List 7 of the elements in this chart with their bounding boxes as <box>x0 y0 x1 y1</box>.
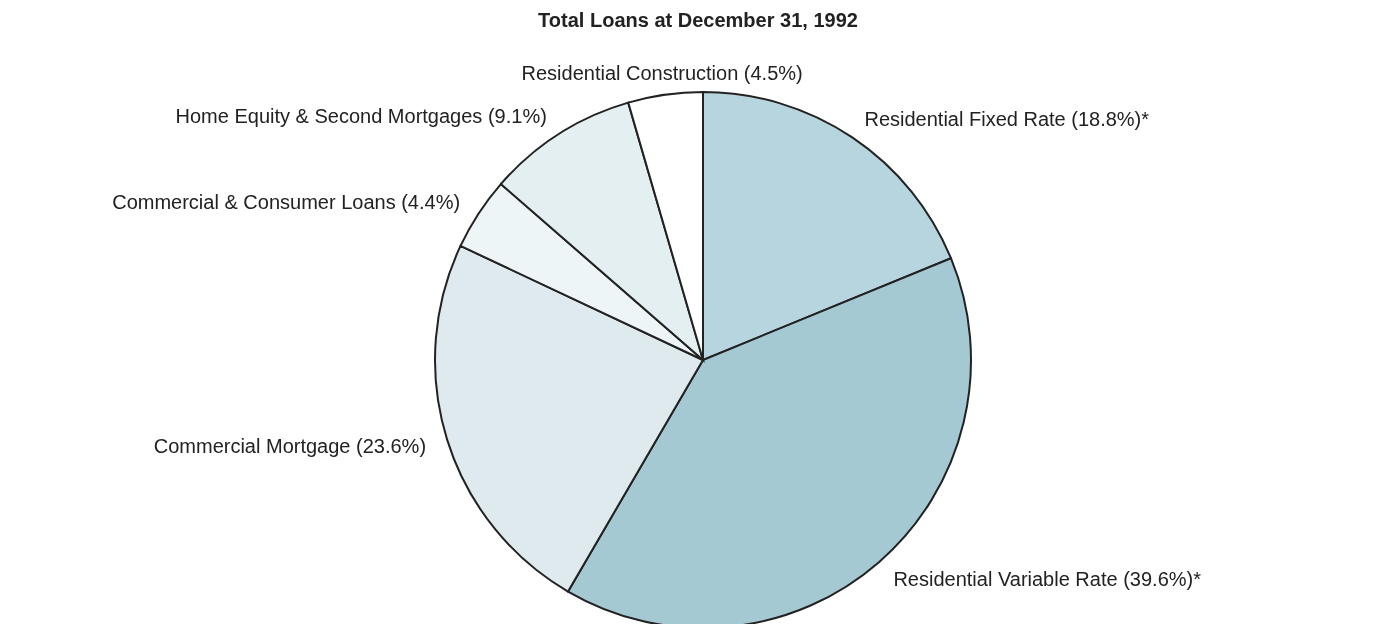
slice-label: Home Equity & Second Mortgages (9.1%) <box>175 104 547 127</box>
chart-title: Total Loans at December 31, 1992 <box>538 9 858 31</box>
slice-label: Residential Variable Rate (39.6%)* <box>893 567 1202 590</box>
slice-label: Residential Fixed Rate (18.8%)* <box>864 108 1150 131</box>
slice-label: Commercial Mortgage (23.6%) <box>153 435 427 458</box>
slice-label: Residential Construction (4.5%) <box>521 61 803 84</box>
slice-label: Commercial & Consumer Loans (4.4%) <box>112 190 461 213</box>
